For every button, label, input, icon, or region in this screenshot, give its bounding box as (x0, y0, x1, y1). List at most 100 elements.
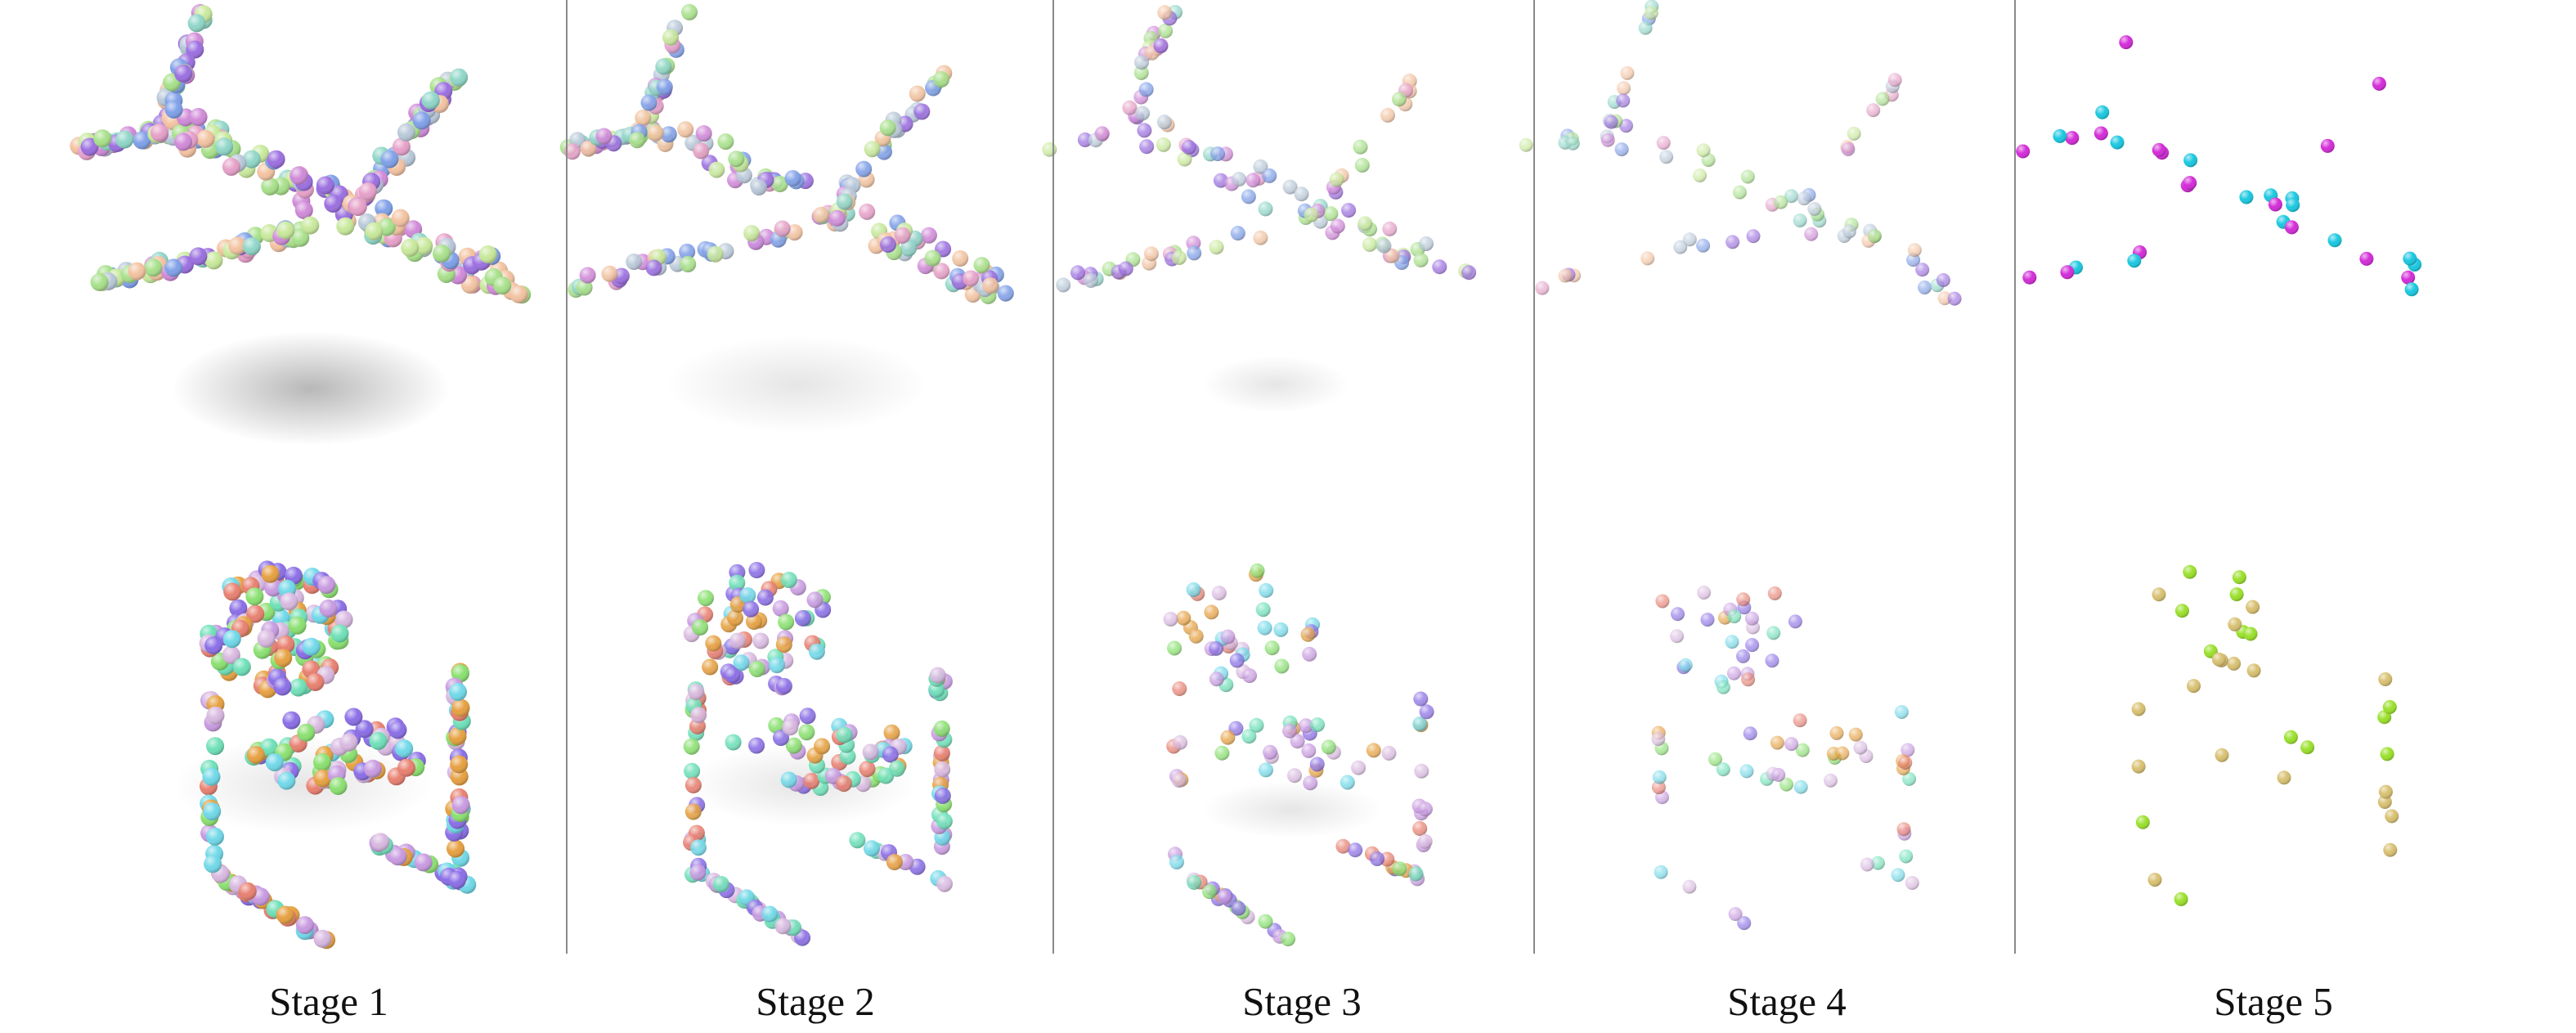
point-sphere-highlight (1767, 586, 1782, 600)
point-sphere-highlight (1793, 213, 1807, 227)
point-sphere-highlight (229, 599, 248, 618)
point-sphere-highlight (1300, 627, 1316, 642)
stage-3-caption: Stage 3 (1242, 979, 1362, 1024)
point-sphere-highlight (375, 199, 393, 218)
point-sphere-highlight (1896, 822, 1911, 837)
point-sphere-highlight (695, 125, 712, 142)
point-sphere-highlight (1875, 92, 1890, 106)
point-sphere-highlight (1644, 6, 1658, 20)
point-sphere-highlight (725, 734, 742, 751)
point-sphere-highlight (1766, 626, 1781, 640)
point-sphere-highlight (115, 130, 134, 149)
point-sphere-highlight (794, 609, 811, 627)
point-sphere-highlight (677, 121, 694, 138)
stage-divider (2014, 0, 2016, 954)
point-sphere-highlight (401, 238, 420, 257)
point-sphere-highlight (1153, 38, 1169, 54)
point-sphere-highlight (924, 249, 941, 267)
point-sphere-highlight (297, 723, 316, 742)
point-sphere-highlight (746, 613, 762, 630)
point-sphere-highlight (164, 258, 183, 277)
point-sphere-highlight (1262, 168, 1277, 183)
point-sphere-highlight (189, 247, 208, 266)
point-sphere-highlight (1732, 185, 1747, 200)
point-sphere-highlight (187, 14, 206, 33)
point-sphere-highlight (2228, 617, 2242, 631)
point-sphere-highlight (274, 649, 293, 667)
point-sphere-highlight (2377, 795, 2392, 809)
stage-divider (566, 0, 568, 954)
point-sphere-highlight (329, 776, 348, 795)
point-sphere-highlight (1937, 291, 1952, 306)
point-sphere-highlight (1461, 265, 1477, 281)
point-sphere-highlight (1171, 773, 1187, 788)
point-sphere-highlight (1412, 716, 1428, 731)
point-sphere-highlight (80, 137, 99, 156)
point-sphere-highlight (2382, 700, 2397, 714)
point-sphere-highlight (936, 813, 953, 830)
point-sphere-highlight (2277, 770, 2291, 785)
point-sphere-highlight (451, 796, 470, 815)
point-sphere-highlight (222, 630, 241, 649)
point-sphere-highlight (414, 853, 433, 872)
point-sphere-highlight (1077, 132, 1093, 147)
point-sphere-highlight (1217, 890, 1232, 905)
point-sphere-highlight (778, 613, 795, 631)
point-sphere-highlight (728, 150, 745, 168)
point-sphere-highlight (1255, 602, 1271, 618)
point-sphere-highlight (1133, 65, 1149, 80)
point-sphere-highlight (1299, 718, 1313, 734)
point-sphere-highlight (2327, 233, 2342, 248)
point-sphere-highlight (1936, 273, 1950, 287)
point-sphere-highlight (450, 755, 469, 774)
point-sphere-highlight (1309, 757, 1325, 772)
point-sphere-highlight (982, 277, 999, 294)
point-sphere-highlight (693, 142, 710, 159)
point-sphere-highlight (1682, 879, 1697, 894)
point-sphere-highlight (1341, 203, 1357, 218)
point-sphere-highlight (1056, 277, 1071, 293)
point-sphere-highlight (1301, 743, 1317, 758)
point-sphere-highlight (1619, 119, 1633, 133)
point-sphere-highlight (1682, 232, 1697, 247)
point-sphere-highlight (1304, 207, 1319, 222)
point-sphere-highlight (1725, 635, 1739, 649)
point-sphere-highlight (246, 746, 265, 764)
point-sphere-highlight (1670, 629, 1685, 644)
point-sphere-highlight (733, 654, 750, 671)
point-sphere-highlight (655, 58, 672, 75)
point-sphere-highlight (1156, 137, 1171, 152)
point-sphere-highlight (2152, 142, 2166, 157)
point-sphere-highlight (276, 636, 295, 653)
point-sphere-highlight (2243, 627, 2258, 641)
point-sphere-highlight (1242, 668, 1257, 684)
point-sphere-highlight (1659, 150, 1674, 164)
point-sphere-highlight (1640, 251, 1655, 266)
point-sphere-highlight (2246, 663, 2261, 678)
point-sphere-highlight (1084, 272, 1098, 288)
point-sphere-highlight (2283, 730, 2298, 744)
point-sphere-highlight (1287, 768, 1302, 784)
point-sphere-highlight (933, 71, 949, 88)
point-sphere-highlight (1848, 727, 1863, 742)
point-sphere-highlight (1408, 866, 1424, 882)
point-sphere-highlight (150, 124, 168, 142)
point-sphere-highlight (645, 259, 662, 276)
point-sphere-highlight (319, 599, 338, 618)
stage-1-caption: Stage 1 (269, 979, 388, 1024)
point-sphere-highlight (2404, 282, 2419, 297)
point-sphere-highlight (595, 128, 613, 145)
point-sphere-highlight (1697, 586, 1712, 600)
point-sphere-highlight (1413, 252, 1429, 267)
point-sphere-highlight (1835, 746, 1850, 761)
point-sphere-highlight (1370, 851, 1384, 866)
point-sphere-highlight (748, 562, 765, 578)
point-sphere-highlight (302, 637, 321, 656)
point-sphere-highlight (1797, 191, 1811, 206)
point-sphere-highlight (1784, 189, 1798, 204)
point-sphere-highlight (1171, 250, 1187, 265)
point-sphere-highlight (355, 720, 374, 739)
point-sphere-highlight (260, 738, 278, 757)
point-sphere-highlight (698, 590, 714, 607)
point-sphere-highlight (267, 150, 285, 168)
